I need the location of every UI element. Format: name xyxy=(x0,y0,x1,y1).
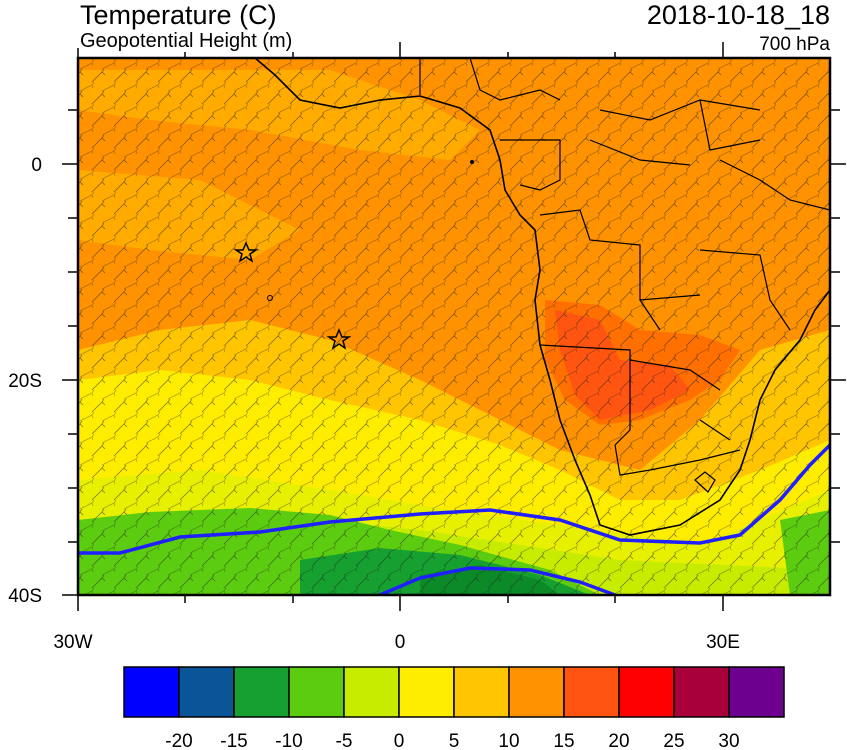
colorbar-label: 0 xyxy=(394,731,405,750)
colorbar-swatch xyxy=(673,666,730,718)
country-borders xyxy=(419,58,830,476)
lon-label-30w: 30W xyxy=(53,632,92,653)
lesotho-border xyxy=(694,471,716,493)
star-icon xyxy=(326,328,352,350)
colorbar-label: 15 xyxy=(553,731,574,750)
geopotential-contour-south xyxy=(379,566,616,595)
colorbar-label: 30 xyxy=(718,731,739,750)
island-dot xyxy=(470,160,474,164)
map-title: Temperature (C) xyxy=(80,0,277,30)
colorbar-swatch xyxy=(398,666,455,718)
map-subtitle: Geopotential Height (m) xyxy=(80,30,293,52)
lon-label-0: 0 xyxy=(395,632,406,653)
coastline-africa xyxy=(254,58,830,536)
colorbar-swatch xyxy=(563,666,620,718)
pressure-level: 700 hPa xyxy=(759,34,830,55)
colorbar-labels: -20 -15 -10 -5 0 5 10 15 20 25 30 xyxy=(165,731,739,750)
colorbar-label: -5 xyxy=(336,731,353,750)
map-ticks xyxy=(62,42,846,611)
colorbar-swatch xyxy=(123,666,180,718)
colorbar-swatch xyxy=(453,666,510,718)
colorbar xyxy=(123,666,785,718)
colorbar-swatch xyxy=(178,666,235,718)
colorbar-swatch xyxy=(288,666,345,718)
colorbar-swatch xyxy=(728,666,785,718)
wind-barbs-layer2 xyxy=(78,58,830,595)
colorbar-swatch xyxy=(343,666,400,718)
colorbar-label: 10 xyxy=(498,731,519,750)
colorbar-label: -15 xyxy=(220,731,247,750)
colorbar-swatch xyxy=(618,666,675,718)
map-area xyxy=(78,58,830,595)
colorbar-label: 20 xyxy=(608,731,629,750)
lat-label-40s: 40S xyxy=(8,586,42,607)
colorbar-label: 25 xyxy=(663,731,684,750)
lat-label-0: 0 xyxy=(31,155,42,176)
lat-label-20s: 20S xyxy=(8,371,42,392)
colorbar-swatch xyxy=(233,666,290,718)
valid-datetime: 2018-10-18_18 xyxy=(646,0,830,30)
colorbar-label: 5 xyxy=(449,731,460,750)
colorbar-label: -10 xyxy=(275,731,302,750)
lon-label-30e: 30E xyxy=(706,632,740,653)
geopotential-contour xyxy=(78,443,830,555)
island-dot xyxy=(267,295,273,301)
colorbar-label: -20 xyxy=(165,731,192,750)
colorbar-swatch xyxy=(508,666,565,718)
star-icon xyxy=(233,241,259,263)
